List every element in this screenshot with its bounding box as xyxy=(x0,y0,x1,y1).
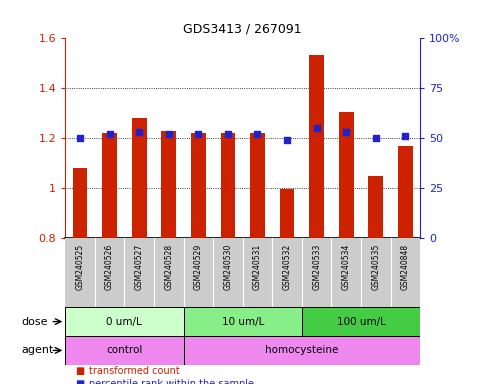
Text: GSM240529: GSM240529 xyxy=(194,243,203,290)
Text: 10 um/L: 10 um/L xyxy=(222,316,264,327)
Bar xyxy=(65,336,184,365)
Text: GSM240530: GSM240530 xyxy=(224,243,232,290)
Text: GSM240526: GSM240526 xyxy=(105,243,114,290)
Bar xyxy=(398,146,413,238)
Bar xyxy=(161,131,176,238)
Text: agent: agent xyxy=(22,345,54,356)
Point xyxy=(313,125,321,131)
Bar xyxy=(65,307,184,336)
Bar xyxy=(339,112,354,238)
Point xyxy=(254,131,261,137)
Text: GSM240534: GSM240534 xyxy=(342,243,351,290)
Text: GSM240525: GSM240525 xyxy=(75,243,85,290)
Bar xyxy=(191,133,206,238)
Text: ■: ■ xyxy=(75,379,84,384)
Text: dose: dose xyxy=(22,316,48,327)
Bar xyxy=(250,133,265,238)
Title: GDS3413 / 267091: GDS3413 / 267091 xyxy=(184,23,302,36)
Text: 100 um/L: 100 um/L xyxy=(337,316,385,327)
Text: GSM240535: GSM240535 xyxy=(371,243,380,290)
Text: GSM240527: GSM240527 xyxy=(135,243,143,290)
Text: GSM240848: GSM240848 xyxy=(401,243,410,290)
Text: GSM240532: GSM240532 xyxy=(283,243,292,290)
Bar xyxy=(132,118,146,238)
Point xyxy=(76,135,84,141)
Text: GSM240531: GSM240531 xyxy=(253,243,262,290)
Point xyxy=(106,131,114,137)
Point xyxy=(342,129,350,135)
Bar xyxy=(309,55,324,238)
Point xyxy=(224,131,232,137)
Text: 0 um/L: 0 um/L xyxy=(106,316,142,327)
Text: GSM240533: GSM240533 xyxy=(312,243,321,290)
Bar xyxy=(184,307,302,336)
Bar xyxy=(72,168,87,238)
Text: control: control xyxy=(106,345,142,356)
Bar xyxy=(221,133,235,238)
Point xyxy=(401,133,409,139)
Bar xyxy=(102,133,117,238)
Point xyxy=(372,135,380,141)
Text: homocysteine: homocysteine xyxy=(265,345,339,356)
Bar xyxy=(369,175,383,238)
Point xyxy=(283,137,291,143)
Text: percentile rank within the sample: percentile rank within the sample xyxy=(89,379,255,384)
Bar xyxy=(280,189,295,238)
Text: GSM240528: GSM240528 xyxy=(164,243,173,290)
Point xyxy=(135,129,143,135)
Point xyxy=(195,131,202,137)
Bar xyxy=(184,336,420,365)
Point xyxy=(165,131,172,137)
Text: ■: ■ xyxy=(75,366,84,376)
Bar xyxy=(302,307,420,336)
Text: transformed count: transformed count xyxy=(89,366,180,376)
